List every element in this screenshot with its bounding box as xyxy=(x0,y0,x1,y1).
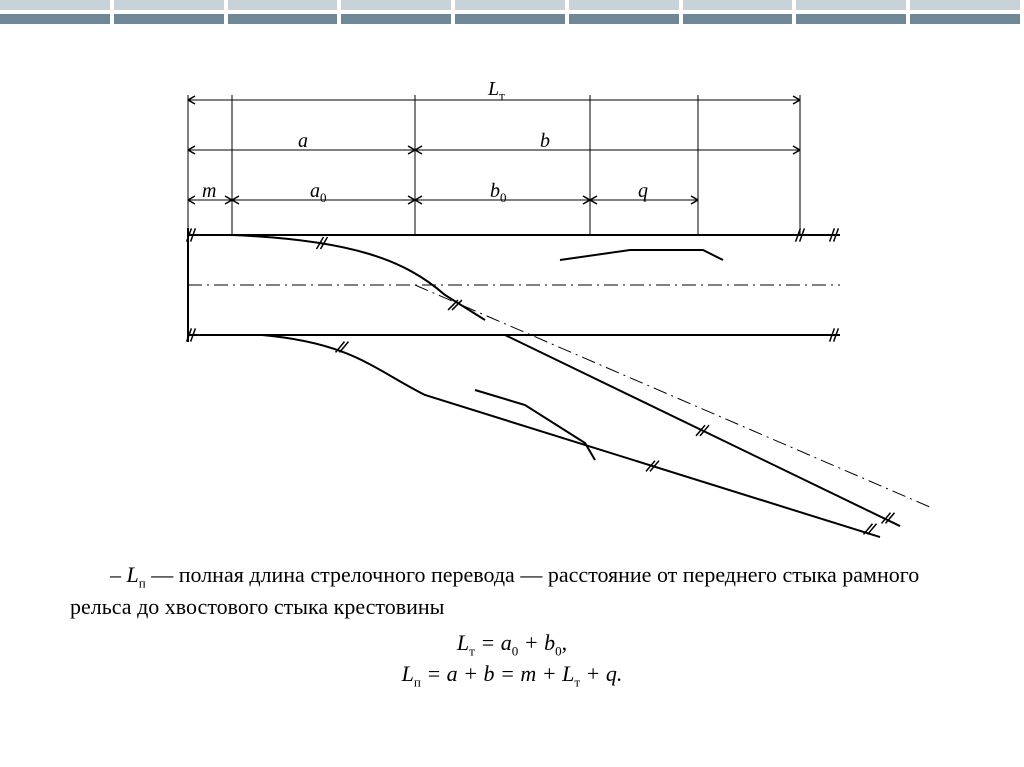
formula-line-1: Lт = a0 + b0, xyxy=(0,630,1024,659)
caption-text: – Lп — полная длина стрелочного перевода… xyxy=(0,550,1024,622)
caption-body: — полная длина стрелочного перевода — ра… xyxy=(70,562,919,619)
dim-label-Lt: Lт xyxy=(488,78,505,104)
dim-label-a: a xyxy=(298,130,308,153)
dim-label-q: q xyxy=(638,180,648,203)
diagram-canvas: Lт a b m a0 b0 q xyxy=(0,30,1024,550)
border-bar-light xyxy=(0,0,1024,10)
dim-label-b: b xyxy=(540,130,550,153)
caption-symbol-sub: п xyxy=(139,575,146,590)
caption-symbol: L xyxy=(127,562,139,587)
dim-label-b0: b0 xyxy=(490,180,507,206)
dim-label-m: m xyxy=(202,180,216,203)
dim-label-a0: a0 xyxy=(310,180,327,206)
border-bar-dark xyxy=(0,14,1024,24)
dimension-labels-layer: Lт a b m a0 b0 q xyxy=(0,30,1024,550)
caption-prefix: – xyxy=(110,562,127,587)
formula-line-2: Lп = a + b = m + Lт + q. xyxy=(0,661,1024,690)
formula-block: Lт = a0 + b0, Lп = a + b = m + Lт + q. xyxy=(0,630,1024,691)
decorative-top-border xyxy=(0,0,1024,30)
